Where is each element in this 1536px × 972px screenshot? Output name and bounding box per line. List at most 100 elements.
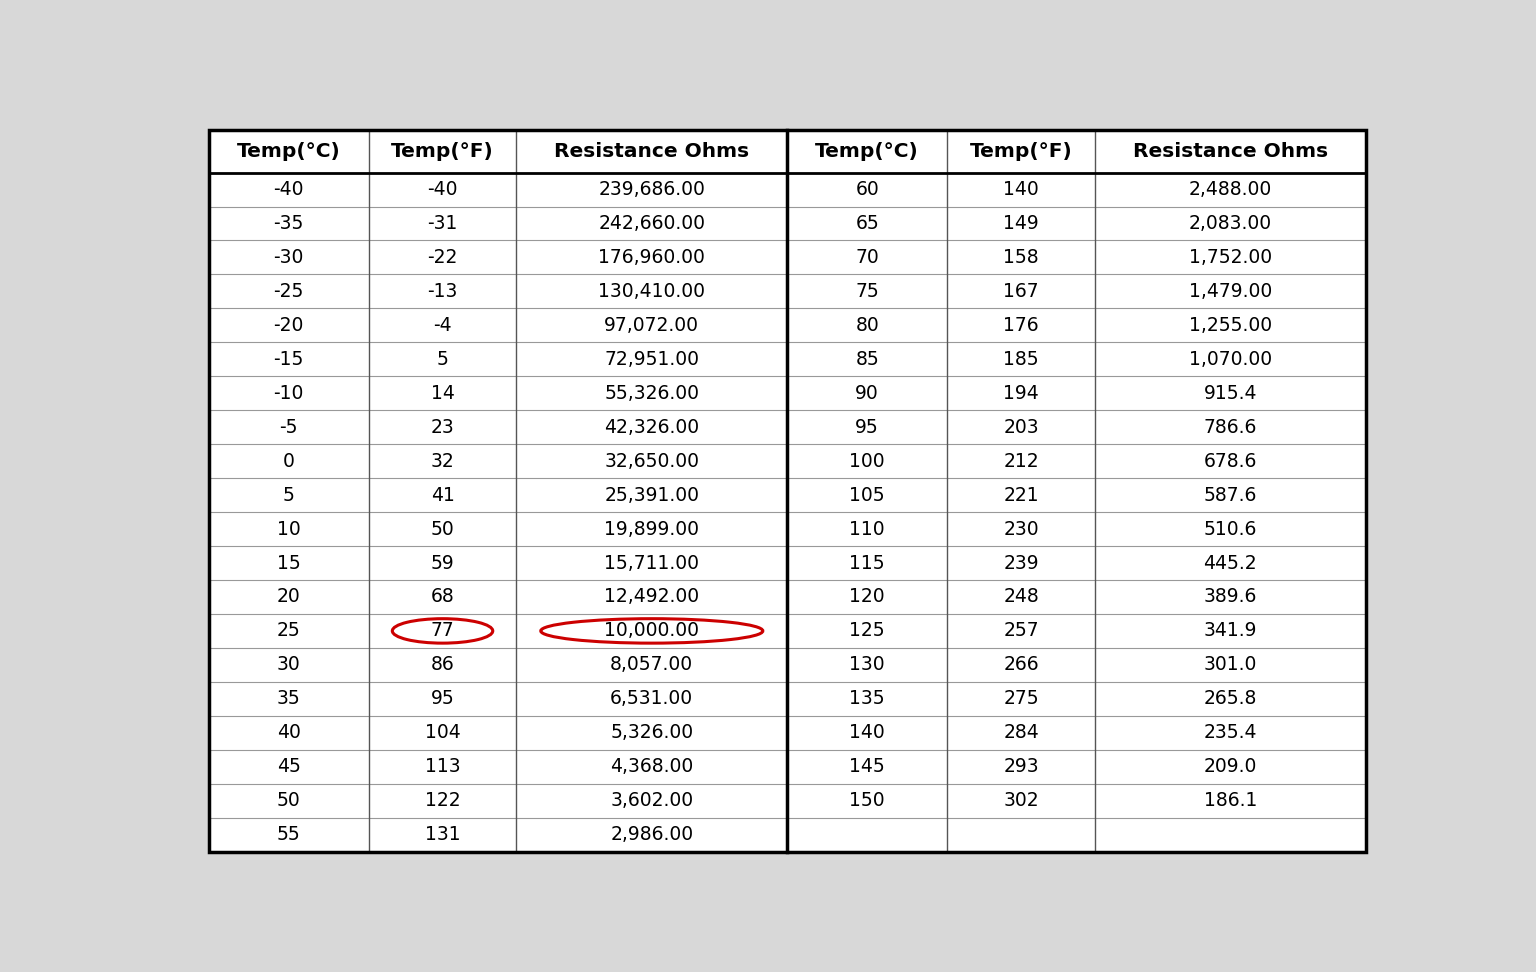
Text: -35: -35 xyxy=(273,214,304,233)
Bar xyxy=(1095,410,1366,444)
Bar xyxy=(1095,444,1366,478)
Bar xyxy=(369,240,516,274)
Bar xyxy=(948,240,1095,274)
Text: 70: 70 xyxy=(856,248,879,267)
Bar xyxy=(786,614,948,648)
Text: 80: 80 xyxy=(856,316,879,334)
Bar xyxy=(948,648,1095,681)
Bar xyxy=(948,478,1095,512)
Bar xyxy=(516,546,786,580)
Bar xyxy=(786,648,948,681)
Bar xyxy=(948,173,1095,206)
Bar xyxy=(369,130,516,173)
Bar xyxy=(516,681,786,715)
Bar xyxy=(786,749,948,783)
Bar xyxy=(1095,376,1366,410)
Text: 55: 55 xyxy=(276,825,301,844)
Text: 25,391.00: 25,391.00 xyxy=(604,486,699,504)
Text: 10,000.00: 10,000.00 xyxy=(604,621,699,641)
Bar xyxy=(786,206,948,240)
Text: 341.9: 341.9 xyxy=(1204,621,1256,641)
Bar xyxy=(786,444,948,478)
Bar xyxy=(516,240,786,274)
Bar xyxy=(369,681,516,715)
Bar xyxy=(1095,478,1366,512)
Text: 265.8: 265.8 xyxy=(1204,689,1256,709)
Text: 15: 15 xyxy=(276,553,301,573)
Bar xyxy=(1095,614,1366,648)
Text: 113: 113 xyxy=(425,757,461,777)
Bar xyxy=(1095,342,1366,376)
Bar xyxy=(786,580,948,614)
Bar xyxy=(516,648,786,681)
Text: -25: -25 xyxy=(273,282,304,301)
Text: 122: 122 xyxy=(425,791,461,811)
Text: 678.6: 678.6 xyxy=(1204,452,1256,470)
Bar xyxy=(786,274,948,308)
Bar xyxy=(948,783,1095,817)
Text: 145: 145 xyxy=(849,757,885,777)
Bar xyxy=(369,783,516,817)
Text: 97,072.00: 97,072.00 xyxy=(604,316,699,334)
Bar xyxy=(516,342,786,376)
Text: 50: 50 xyxy=(276,791,301,811)
Text: 266: 266 xyxy=(1003,655,1038,675)
Bar xyxy=(516,173,786,206)
Bar xyxy=(209,546,369,580)
Bar xyxy=(786,681,948,715)
Text: 3,602.00: 3,602.00 xyxy=(610,791,693,811)
Text: 86: 86 xyxy=(430,655,455,675)
Bar xyxy=(369,478,516,512)
Text: 131: 131 xyxy=(425,825,461,844)
Text: 5: 5 xyxy=(283,486,295,504)
Bar xyxy=(786,173,948,206)
Bar xyxy=(369,749,516,783)
Bar xyxy=(209,512,369,546)
Text: 10: 10 xyxy=(276,520,301,538)
Bar xyxy=(369,308,516,342)
Text: 100: 100 xyxy=(849,452,885,470)
Text: -40: -40 xyxy=(427,180,458,199)
Text: Resistance Ohms: Resistance Ohms xyxy=(1132,142,1329,160)
Text: 41: 41 xyxy=(430,486,455,504)
Text: 293: 293 xyxy=(1003,757,1038,777)
Text: Resistance Ohms: Resistance Ohms xyxy=(554,142,750,160)
Text: 20: 20 xyxy=(276,587,301,607)
Text: 75: 75 xyxy=(856,282,879,301)
Bar xyxy=(1095,715,1366,749)
Text: 149: 149 xyxy=(1003,214,1038,233)
Text: -31: -31 xyxy=(427,214,458,233)
Text: 130: 130 xyxy=(849,655,885,675)
Bar xyxy=(1095,130,1366,173)
Text: 301.0: 301.0 xyxy=(1204,655,1256,675)
Text: 110: 110 xyxy=(849,520,885,538)
Text: 235.4: 235.4 xyxy=(1204,723,1256,743)
Bar xyxy=(1095,512,1366,546)
Bar xyxy=(786,376,948,410)
Bar xyxy=(1095,173,1366,206)
Bar xyxy=(948,206,1095,240)
Bar xyxy=(209,749,369,783)
Bar xyxy=(369,173,516,206)
Bar xyxy=(948,410,1095,444)
Text: 40: 40 xyxy=(276,723,301,743)
Bar xyxy=(369,715,516,749)
Bar xyxy=(369,546,516,580)
Bar xyxy=(516,783,786,817)
Text: 42,326.00: 42,326.00 xyxy=(604,418,699,436)
Bar xyxy=(516,274,786,308)
Bar xyxy=(209,444,369,478)
Text: 176: 176 xyxy=(1003,316,1038,334)
Text: 302: 302 xyxy=(1003,791,1038,811)
Text: 140: 140 xyxy=(849,723,885,743)
Bar xyxy=(209,206,369,240)
Bar xyxy=(369,648,516,681)
Text: 158: 158 xyxy=(1003,248,1038,267)
Text: 85: 85 xyxy=(856,350,879,368)
Text: 68: 68 xyxy=(430,587,455,607)
Bar xyxy=(516,376,786,410)
Text: 786.6: 786.6 xyxy=(1204,418,1256,436)
Text: -5: -5 xyxy=(280,418,298,436)
Bar xyxy=(948,580,1095,614)
Bar xyxy=(948,376,1095,410)
